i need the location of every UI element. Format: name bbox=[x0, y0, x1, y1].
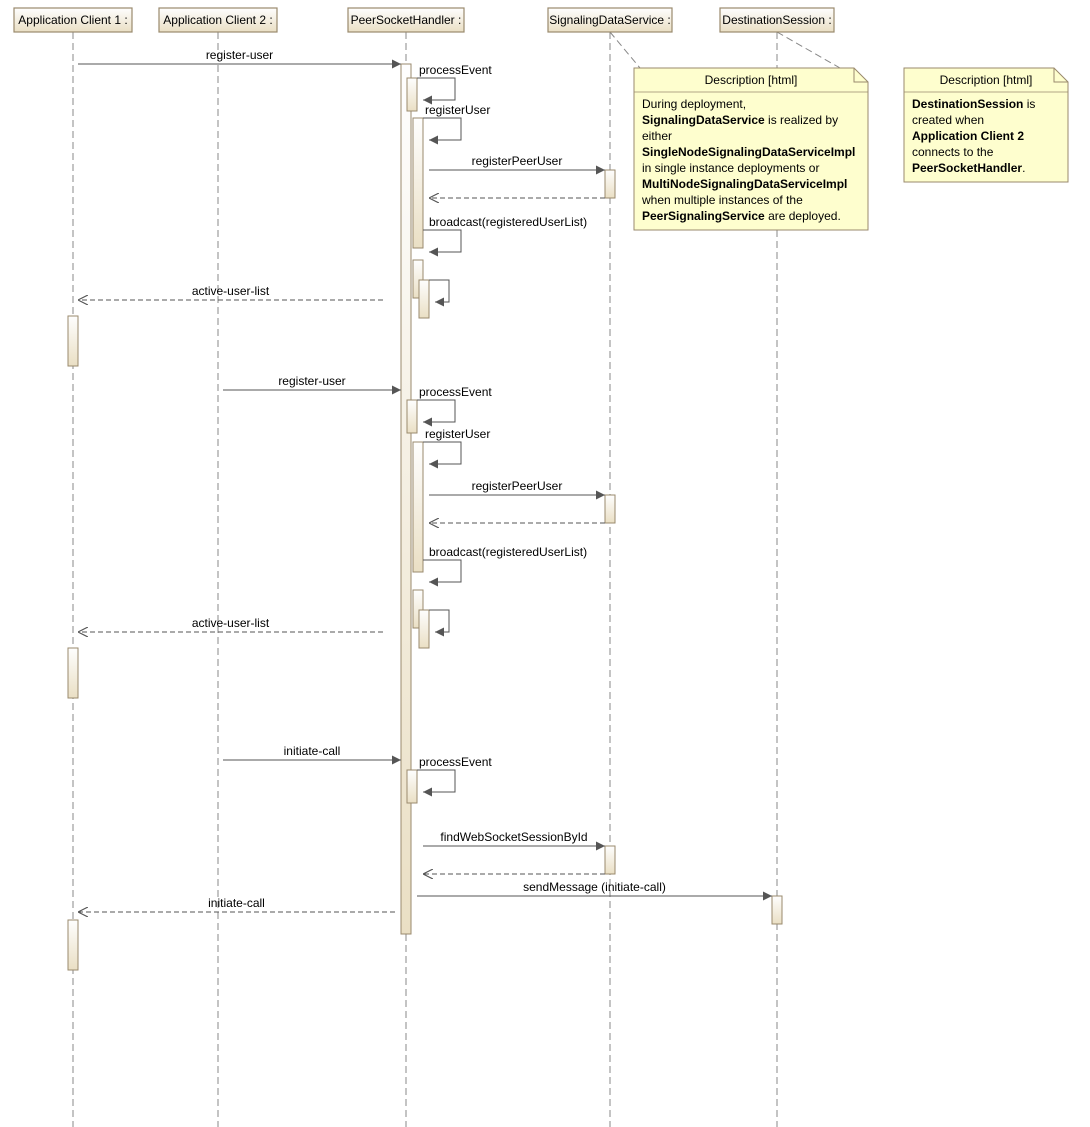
msg-label: broadcast(registeredUserList) bbox=[429, 215, 587, 229]
activation-sd bbox=[605, 495, 615, 523]
note-line: Application Client 2 bbox=[912, 129, 1024, 143]
self-msg bbox=[417, 400, 455, 422]
msg-label: findWebSocketSessionById bbox=[440, 830, 587, 844]
activation-ph bbox=[419, 610, 429, 648]
msg-label: registerUser bbox=[425, 103, 490, 117]
participant-label: SignalingDataService : bbox=[549, 13, 670, 27]
self-msg bbox=[423, 118, 461, 140]
participant-label: PeerSocketHandler : bbox=[351, 13, 462, 27]
msg-label: active-user-list bbox=[192, 284, 270, 298]
self-msg bbox=[417, 770, 455, 792]
msg-label: register-user bbox=[206, 48, 273, 62]
msg-label: registerPeerUser bbox=[472, 479, 563, 493]
activation-sd bbox=[605, 846, 615, 874]
participant-label: DestinationSession : bbox=[722, 13, 831, 27]
msg-label: register-user bbox=[278, 374, 345, 388]
note-title: Description [html] bbox=[705, 73, 798, 87]
activation-ph bbox=[407, 78, 417, 111]
self-msg bbox=[423, 560, 461, 582]
activation-ph bbox=[407, 400, 417, 433]
msg-label: processEvent bbox=[419, 755, 492, 769]
self-msg bbox=[429, 280, 449, 302]
self-msg bbox=[429, 610, 449, 632]
note-line: PeerSignalingService are deployed. bbox=[642, 209, 841, 223]
msg-label: processEvent bbox=[419, 63, 492, 77]
note-line: SingleNodeSignalingDataServiceImpl bbox=[642, 145, 855, 159]
msg-label: registerUser bbox=[425, 427, 490, 441]
note-line: connects to the bbox=[912, 145, 994, 159]
note-link bbox=[777, 32, 840, 68]
activation-ph bbox=[413, 442, 423, 572]
msg-label: active-user-list bbox=[192, 616, 270, 630]
note-line: when multiple instances of the bbox=[641, 193, 803, 207]
note-title: Description [html] bbox=[940, 73, 1033, 87]
note-link bbox=[610, 32, 640, 68]
activation-ph bbox=[413, 118, 423, 248]
note-line: DestinationSession is bbox=[912, 97, 1035, 111]
activation-c1 bbox=[68, 316, 78, 366]
msg-label: broadcast(registeredUserList) bbox=[429, 545, 587, 559]
note-line: created when bbox=[912, 113, 984, 127]
note-line: PeerSocketHandler. bbox=[912, 161, 1025, 175]
note-line: MultiNodeSignalingDataServiceImpl bbox=[642, 177, 847, 191]
note-line: in single instance deployments or bbox=[642, 161, 819, 175]
self-msg bbox=[423, 230, 461, 252]
activation-ds bbox=[772, 896, 782, 924]
msg-label: registerPeerUser bbox=[472, 154, 563, 168]
participant-label: Application Client 1 : bbox=[18, 13, 127, 27]
activation-sd bbox=[605, 170, 615, 198]
participant-label: Application Client 2 : bbox=[163, 13, 272, 27]
self-msg bbox=[423, 442, 461, 464]
note-line: SignalingDataService is realized by bbox=[642, 113, 838, 127]
msg-label: initiate-call bbox=[284, 744, 341, 758]
msg-label: sendMessage (initiate-call) bbox=[523, 880, 666, 894]
note-line: either bbox=[642, 129, 672, 143]
activation-c1 bbox=[68, 920, 78, 970]
msg-label: processEvent bbox=[419, 385, 492, 399]
activation-c1 bbox=[68, 648, 78, 698]
self-msg bbox=[417, 78, 455, 100]
note-line: During deployment, bbox=[642, 97, 746, 111]
activation-ph bbox=[419, 280, 429, 318]
activation-ph bbox=[407, 770, 417, 803]
msg-label: initiate-call bbox=[208, 896, 265, 910]
